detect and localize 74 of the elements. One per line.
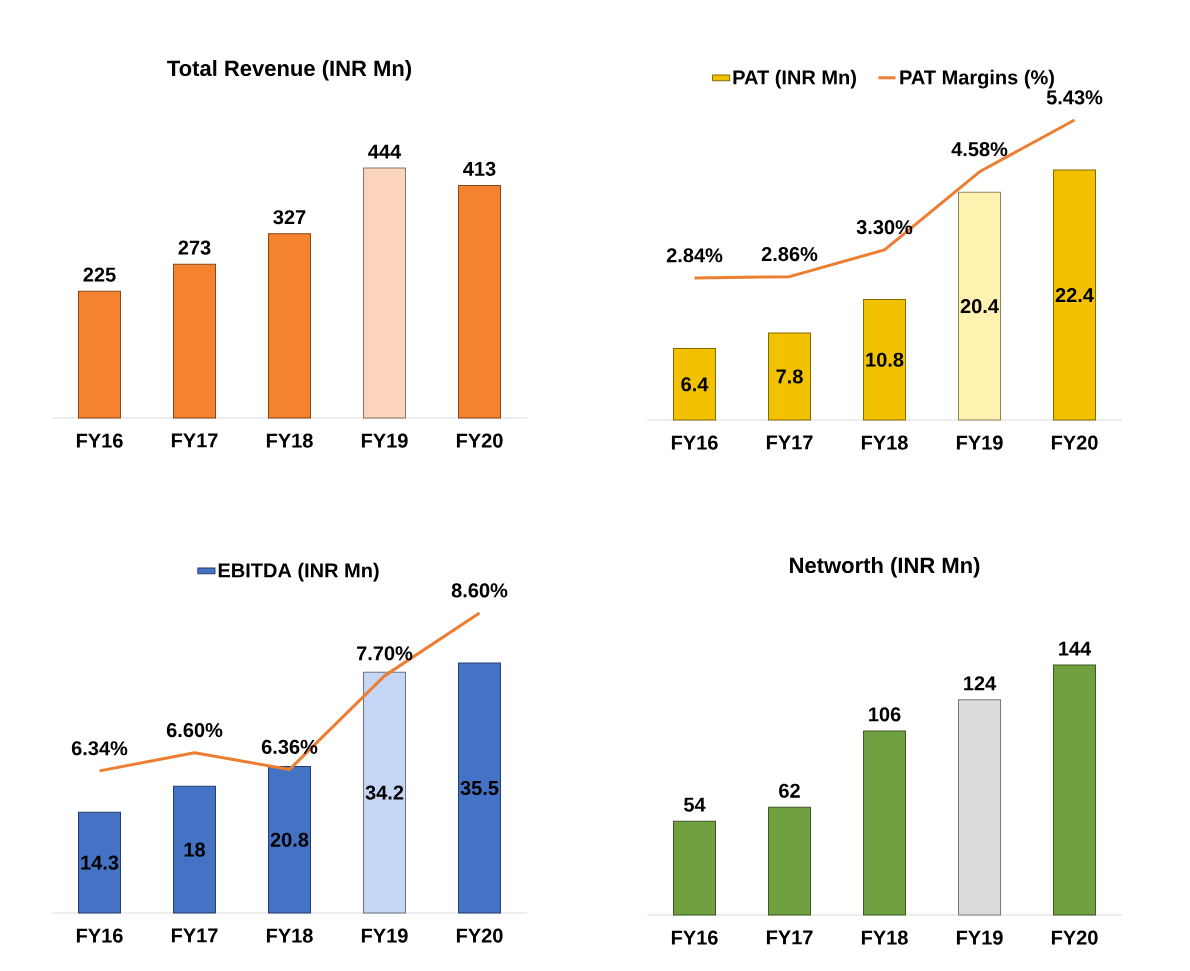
data-label: 6.34% bbox=[71, 741, 128, 756]
x-tick-label: FY19 bbox=[956, 435, 1003, 450]
bar bbox=[1053, 169, 1097, 421]
data-label: 54 bbox=[684, 797, 706, 812]
bar bbox=[458, 184, 502, 419]
data-label: 3.30% bbox=[856, 220, 913, 235]
data-label: 6.4 bbox=[681, 377, 709, 392]
data-label: 7.70% bbox=[357, 646, 413, 661]
x-tick-label: FY19 bbox=[956, 930, 1003, 945]
data-label: 7.8 bbox=[776, 369, 803, 384]
data-label: 62 bbox=[779, 783, 800, 798]
bar bbox=[363, 167, 406, 419]
data-label: 18 bbox=[184, 842, 206, 857]
data-label: 106 bbox=[869, 707, 901, 722]
data-label: 10.8 bbox=[866, 352, 904, 367]
data-label: 6.60% bbox=[166, 723, 223, 738]
x-tick-label: FY19 bbox=[361, 928, 408, 943]
chart-title: Networth (INR Mn) bbox=[790, 556, 980, 578]
bar bbox=[768, 332, 812, 421]
x-tick-label: FY17 bbox=[171, 433, 218, 448]
bar bbox=[78, 290, 121, 419]
x-tick-label: FY17 bbox=[766, 435, 813, 450]
legend-label: PAT Margins (%) bbox=[900, 69, 1054, 89]
data-label: 273 bbox=[178, 240, 211, 255]
bar bbox=[268, 766, 312, 914]
x-tick-label: FY16 bbox=[671, 930, 718, 945]
bar bbox=[363, 671, 406, 914]
bar bbox=[958, 699, 1002, 916]
data-label: 327 bbox=[273, 210, 306, 225]
data-label: 4.58% bbox=[951, 142, 1008, 157]
data-label: 2.86% bbox=[761, 246, 818, 262]
x-tick-label: FY16 bbox=[76, 928, 123, 943]
bar bbox=[863, 730, 907, 916]
bar bbox=[458, 662, 502, 914]
x-tick-label: FY16 bbox=[671, 435, 718, 450]
bar bbox=[173, 263, 216, 419]
bar bbox=[268, 233, 312, 419]
x-tick-label: FY20 bbox=[1051, 930, 1098, 945]
legend-label: EBITDA (INR Mn) bbox=[218, 562, 379, 582]
x-tick-label: FY18 bbox=[861, 435, 908, 450]
bar bbox=[1053, 664, 1097, 916]
data-label: 20.4 bbox=[960, 299, 999, 314]
data-label: 22.4 bbox=[1055, 288, 1094, 302]
chart-title: Total Revenue (INR Mn) bbox=[167, 59, 412, 81]
x-tick-label: FY18 bbox=[861, 930, 908, 945]
bar bbox=[673, 348, 717, 421]
data-label: 8.60% bbox=[451, 583, 508, 598]
data-label: 34.2 bbox=[365, 785, 404, 800]
legend-label: PAT (INR Mn) bbox=[733, 69, 856, 89]
data-label: 124 bbox=[964, 676, 997, 691]
x-tick-label: FY17 bbox=[766, 930, 813, 945]
x-tick-label: FY17 bbox=[171, 928, 218, 943]
bar bbox=[768, 806, 812, 916]
data-label: 35.5 bbox=[460, 780, 499, 796]
x-tick-label: FY16 bbox=[76, 433, 123, 448]
data-label: 5.43% bbox=[1046, 90, 1103, 105]
data-label: 225 bbox=[83, 267, 116, 282]
x-tick-label: FY18 bbox=[266, 433, 313, 448]
bar bbox=[78, 811, 121, 914]
x-tick-label: FY19 bbox=[361, 433, 408, 448]
data-label: 14.3 bbox=[81, 855, 119, 870]
data-label: 413 bbox=[463, 161, 496, 176]
data-label: 2.84% bbox=[666, 248, 723, 263]
x-tick-label: FY20 bbox=[456, 433, 503, 448]
data-label: 20.8 bbox=[270, 832, 309, 847]
data-label: 444 bbox=[368, 144, 402, 159]
bar bbox=[863, 298, 907, 421]
x-tick-label: FY20 bbox=[456, 928, 503, 943]
bar bbox=[958, 191, 1002, 421]
data-label: 144 bbox=[1059, 641, 1092, 656]
bar bbox=[673, 820, 717, 916]
bar bbox=[173, 785, 216, 914]
x-tick-label: FY18 bbox=[266, 928, 313, 943]
x-tick-label: FY20 bbox=[1051, 435, 1098, 450]
